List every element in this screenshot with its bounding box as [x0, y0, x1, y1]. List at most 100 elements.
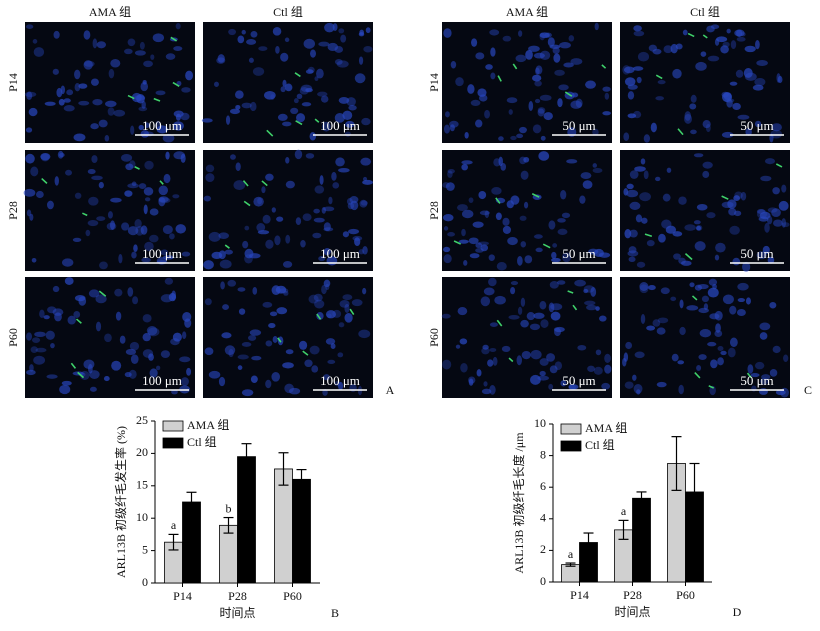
nucleus [624, 77, 636, 86]
nucleus [707, 287, 719, 298]
nucleus [301, 102, 312, 107]
nucleus [133, 244, 138, 253]
y-tick-label: 0 [540, 574, 546, 588]
nucleus [74, 69, 81, 80]
nucleus [361, 117, 371, 126]
nucleus [598, 252, 611, 258]
nucleus [496, 262, 507, 271]
nucleus [256, 223, 266, 232]
nucleus [626, 189, 639, 198]
nucleus [689, 103, 697, 110]
nucleus [248, 57, 254, 63]
nucleus [252, 286, 258, 295]
nucleus [172, 121, 184, 131]
nucleus [127, 226, 139, 236]
nucleus [168, 292, 177, 302]
nucleus [639, 282, 649, 291]
nucleus [469, 253, 480, 259]
y-tick-label: 20 [136, 445, 148, 459]
nucleus [729, 225, 740, 235]
nucleus [262, 301, 273, 308]
nucleus [107, 211, 113, 219]
nucleus [26, 91, 33, 100]
error-bar [618, 519, 629, 540]
nucleus [458, 239, 469, 244]
nucleus [241, 389, 254, 397]
column-header: Ctl 组 [690, 5, 720, 19]
nucleus [754, 120, 762, 128]
nucleus [627, 250, 639, 257]
nucleus [696, 225, 702, 231]
nucleus [222, 304, 230, 310]
error-bar [689, 462, 700, 521]
cilium [694, 372, 701, 379]
nucleus [127, 38, 136, 47]
cilium [702, 34, 708, 39]
nucleus [40, 153, 50, 162]
nucleus [275, 45, 280, 54]
nucleus [26, 24, 34, 29]
nucleus [772, 187, 780, 195]
nucleus [229, 108, 240, 115]
nucleus [218, 232, 229, 239]
bar [182, 501, 201, 584]
nucleus [73, 133, 86, 142]
nucleus [679, 326, 686, 336]
nucleus [744, 45, 756, 53]
nucleus [249, 101, 257, 112]
nucleus [729, 81, 738, 86]
nucleus [646, 325, 656, 331]
nucleus [91, 175, 103, 181]
nucleus [277, 113, 288, 121]
nucleus [225, 115, 231, 125]
nucleus [595, 306, 600, 311]
nucleus [754, 77, 766, 86]
nucleus [36, 190, 44, 199]
nucleus [684, 114, 692, 124]
nucleus [129, 341, 140, 351]
nucleus [65, 169, 72, 176]
nucleus [590, 287, 597, 297]
nucleus [337, 381, 344, 391]
nucleus [476, 369, 482, 377]
bar [274, 468, 293, 584]
micrograph: 50 μm [620, 150, 790, 272]
nucleus [727, 199, 737, 209]
cilium [644, 233, 653, 238]
nucleus [107, 107, 115, 116]
nucleus [602, 111, 611, 116]
annotation: a [171, 518, 177, 532]
nucleus [516, 355, 523, 366]
micrograph-background [25, 150, 195, 271]
nucleus [203, 260, 214, 270]
nucleus [701, 295, 710, 303]
nucleus [25, 127, 33, 133]
nucleus [481, 347, 490, 355]
nucleus [284, 383, 294, 394]
nucleus [602, 86, 611, 92]
nucleus [550, 311, 561, 321]
cilium [41, 177, 48, 184]
nucleus [78, 296, 87, 306]
nucleus [308, 294, 319, 304]
nucleus [179, 356, 191, 363]
cilium [496, 319, 503, 327]
nucleus [237, 354, 249, 360]
x-tick-label: P60 [283, 589, 302, 603]
nucleus [323, 206, 335, 212]
error-bar [296, 469, 307, 490]
nucleus [319, 175, 324, 185]
nucleus [180, 112, 190, 121]
error-bar [636, 491, 647, 506]
nucleus [323, 227, 334, 232]
nucleus [641, 217, 648, 224]
nucleus [95, 321, 102, 332]
legend-label: AMA 组 [585, 421, 627, 435]
nucleus [549, 365, 558, 374]
nucleus [120, 153, 133, 162]
nucleus [362, 287, 367, 295]
nucleus [180, 377, 189, 386]
nucleus [175, 22, 181, 30]
nucleus [78, 100, 90, 106]
nucleus [362, 246, 368, 255]
